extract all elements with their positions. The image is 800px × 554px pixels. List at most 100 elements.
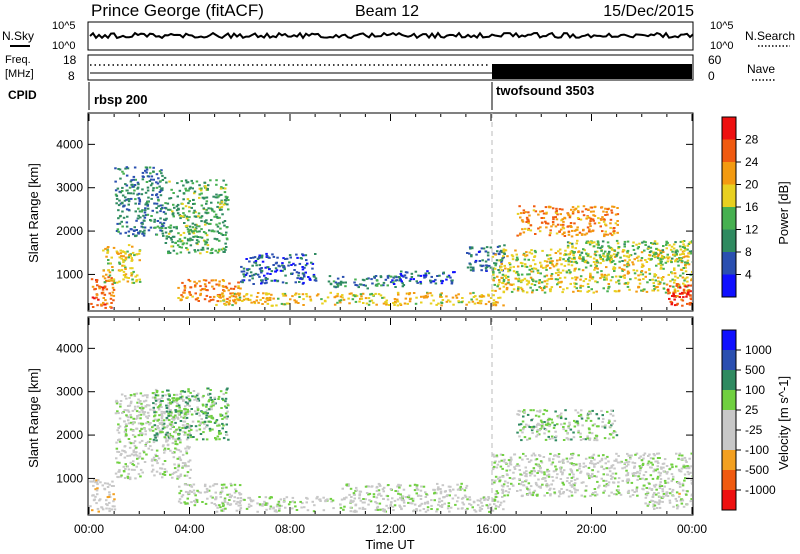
scatter-cell (530, 472, 534, 475)
scatter-cell (173, 451, 176, 454)
scatter-cell (607, 252, 610, 255)
scatter-cell (233, 292, 237, 295)
scatter-cell (466, 252, 469, 254)
scatter-cell (167, 414, 170, 417)
scatter-cell (160, 406, 163, 408)
scatter-cell (132, 449, 135, 452)
scatter-cell (595, 493, 599, 496)
noise-panel-frame (87, 21, 694, 51)
scatter-cell (617, 455, 620, 457)
scatter-cell (184, 408, 187, 411)
scatter-cell (551, 260, 554, 263)
scatter-cell (519, 216, 522, 219)
scatter-cell (529, 286, 532, 289)
scatter-cell (559, 228, 563, 231)
scatter-cell (301, 293, 305, 296)
scatter-cell (627, 454, 630, 457)
scatter-cell (222, 179, 225, 182)
scatter-cell (203, 485, 207, 488)
scatter-cell (189, 468, 192, 471)
scatter-cell (528, 491, 532, 494)
scatter-cell (170, 425, 174, 428)
scatter-cell (278, 265, 281, 268)
scatter-cell (549, 452, 552, 455)
scatter-cell (152, 178, 155, 181)
scatter-cell (494, 475, 498, 478)
scatter-cell (203, 181, 206, 184)
scatter-cell (207, 415, 211, 418)
scatter-cell (122, 411, 125, 413)
scatter-cell (237, 287, 240, 289)
scatter-cell (211, 400, 215, 403)
scatter-cell (480, 296, 484, 298)
scatter-cell (227, 438, 230, 441)
scatter-cell (572, 476, 575, 479)
scatter-cell (212, 210, 216, 213)
scatter-cell (591, 277, 594, 280)
scatter-cell (443, 490, 447, 493)
scatter-cell (187, 189, 190, 192)
scatter-cell (675, 303, 679, 306)
scatter-cell (609, 413, 612, 416)
scatter-cell (541, 423, 544, 425)
scatter-cell (560, 223, 563, 226)
scatter-cell (576, 217, 580, 219)
scatter-cell (333, 296, 336, 299)
scatter-cell (223, 497, 227, 500)
scatter-cell (527, 227, 530, 230)
scatter-cell (161, 227, 164, 230)
scatter-cell (530, 249, 533, 252)
scatter-cell (539, 485, 542, 488)
scatter-cell (562, 462, 565, 464)
scatter-cell (304, 254, 308, 257)
scatter-cell (386, 498, 390, 501)
scatter-cell (282, 500, 286, 503)
scatter-cell (571, 246, 574, 249)
scatter-cell (127, 410, 131, 413)
scatter-cell (212, 287, 216, 290)
scatter-cell (686, 255, 689, 258)
scatter-cell (510, 482, 513, 485)
scatter-cell (522, 253, 525, 256)
scatter-cell (607, 460, 610, 463)
scatter-cell (604, 250, 607, 253)
scatter-cell (229, 287, 233, 290)
scatter-cell (528, 471, 532, 474)
scatter-cell (592, 261, 596, 263)
scatter-cell (544, 266, 548, 269)
scatter-cell (607, 245, 610, 248)
scatter-cell (367, 303, 371, 306)
scatter-cell (475, 298, 479, 301)
scatter-cell (566, 477, 569, 479)
scatter-cell (556, 283, 559, 286)
scatter-cell (206, 238, 209, 241)
scatter-cell (174, 440, 177, 443)
scatter-cell (619, 276, 622, 278)
scatter-cell (119, 403, 122, 406)
scatter-cell (571, 454, 574, 457)
scatter-cell (167, 232, 171, 235)
scatter-cell (510, 254, 514, 257)
scatter-cell (177, 464, 181, 467)
scatter-cell (679, 499, 682, 502)
scatter-cell (415, 492, 418, 495)
scatter-cell (102, 249, 105, 252)
scatter-cell (623, 462, 626, 465)
scatter-cell (600, 465, 603, 468)
scatter-cell (554, 264, 558, 267)
scatter-cell (192, 390, 196, 392)
scatter-cell (658, 457, 661, 459)
scatter-cell (187, 398, 191, 400)
scatter-cell (126, 475, 130, 478)
scatter-cell (228, 302, 231, 305)
scatter-cell (689, 471, 692, 474)
scatter-cell (450, 281, 454, 284)
scatter-cell (686, 465, 689, 467)
scatter-cell (627, 479, 631, 482)
freq-panel: Freq. [MHz] 18 8 60 0 Nave (5, 53, 775, 83)
scatter-cell (186, 497, 189, 500)
scatter-cell (98, 287, 101, 290)
scatter-cell (677, 286, 680, 289)
scatter-cell (641, 241, 644, 244)
scatter-cell (194, 250, 197, 253)
